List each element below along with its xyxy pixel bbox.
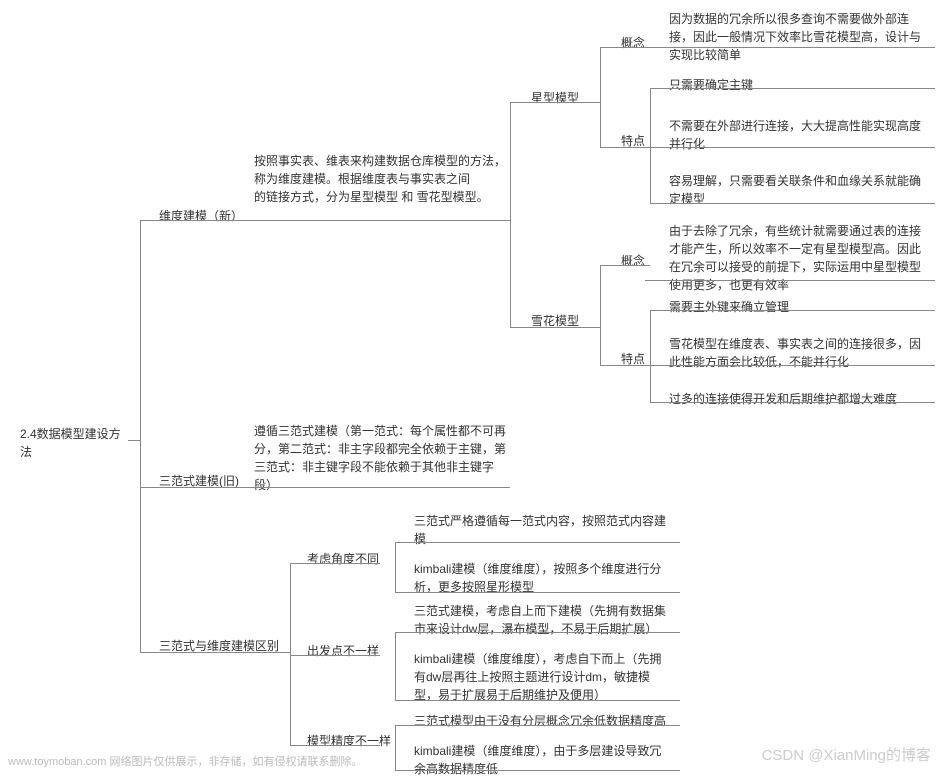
conn-snow-concept-h2 xyxy=(645,280,935,281)
star-label: 星型模型 xyxy=(527,87,583,109)
conn-star-under xyxy=(580,102,600,103)
conn-snow-h xyxy=(510,327,580,328)
conn-diffb1-h xyxy=(395,632,680,633)
conn-diff-v xyxy=(290,563,291,745)
conn-star-feat-v xyxy=(650,88,651,203)
diff-a-label: 考虑角度不同 xyxy=(303,548,383,570)
star-concept-text: 因为数据的冗余所以很多查询不需要做外部连 接，因此一般情况下效率比雪花模型高，设… xyxy=(665,8,935,66)
star-feat3: 容易理解，只需要看关联条件和血缘关系就能确 定模型 xyxy=(665,170,935,210)
conn-root-h xyxy=(128,440,140,441)
conn-snow-feat3-h xyxy=(650,402,935,403)
diff-c2: kimbali建模（维度维度），由于多层建设导致冗 余高数据精度低 xyxy=(410,740,690,780)
snow-feat2: 雪花模型在维度表、事实表之间的连接很多，因 此性能方面会比较低，不能并行化 xyxy=(665,333,935,373)
conn-diff-c-h xyxy=(290,745,380,746)
conn-snow-feat1-h xyxy=(650,310,935,311)
conn-diffb2-h xyxy=(395,700,680,701)
star-feat-label: 特点 xyxy=(617,130,649,152)
conn-root-v xyxy=(140,220,141,652)
branch-3nf: 三范式建模(旧) xyxy=(155,470,243,492)
conn-star-concept-h2 xyxy=(645,47,935,48)
conn-b1-under xyxy=(240,220,510,221)
watermark-left: www.toymoban.com 网络图片仅供展示，非存储，如有侵权请联系删除。 xyxy=(8,753,362,769)
conn-diffa-v xyxy=(395,542,396,592)
conn-star-feat-h xyxy=(600,147,650,148)
branch-diff: 三范式与维度建模区别 xyxy=(155,635,283,657)
conn-snow-v xyxy=(600,265,601,365)
conn-snow-feat2-h xyxy=(650,365,935,366)
conn-diffc1-h xyxy=(395,725,680,726)
diff-c1: 三范式模型由于没有分层概念冗余低数据精度高 xyxy=(410,710,680,732)
diff-c-label: 模型精度不一样 xyxy=(303,730,395,752)
conn-diff-b-h xyxy=(290,655,380,656)
diff-b1: 三范式建模，考虑自上而下建模（先拥有数据集 市来设计dw层，瀑布模型，不易于后期… xyxy=(410,600,680,640)
conn-diffb-v xyxy=(395,632,396,700)
conn-b3 xyxy=(140,652,290,653)
conn-b1 xyxy=(140,220,240,221)
star-feat1: 只需要确定主键 xyxy=(665,74,935,96)
snow-concept-label: 概念 xyxy=(617,250,649,272)
snow-feat1: 需要主外键来确立管理 xyxy=(665,296,935,318)
conn-star-feat1-h xyxy=(650,88,935,89)
conn-diffa1-h xyxy=(395,542,680,543)
diff-b-label: 出发点不一样 xyxy=(303,640,383,662)
conn-snow-under xyxy=(580,327,600,328)
conn-star-concept-h xyxy=(600,47,650,48)
conn-b2 xyxy=(140,487,510,488)
root-node: 2.4数据模型建设方法 xyxy=(16,423,136,463)
snow-concept-text: 由于去除了冗余，有些统计就需要通过表的连接 才能产生，所以效率不一定有星型模型高… xyxy=(665,220,935,296)
conn-snow-feat-h xyxy=(600,365,650,366)
conn-diff-a-h xyxy=(290,563,380,564)
watermark-right: CSDN @XianMing的博客 xyxy=(762,744,931,765)
diff-a1: 三范式严格遵循每一范式内容，按照范式内容建 模 xyxy=(410,510,680,550)
snow-feat3: 过多的连接使得开发和后期维护都增大难度 xyxy=(665,388,935,410)
conn-snow-feat-v xyxy=(650,310,651,402)
conn-diffc-v xyxy=(395,725,396,770)
conn-diffa2-h xyxy=(395,592,680,593)
snow-label: 雪花模型 xyxy=(527,310,583,332)
conn-star-v xyxy=(600,47,601,147)
snow-feat-label: 特点 xyxy=(617,348,649,370)
star-feat2: 不需要在外部进行连接，大大提高性能实现高度 并行化 xyxy=(665,115,935,155)
conn-snow-concept-h xyxy=(600,265,650,266)
conn-star-feat2-h xyxy=(650,147,935,148)
conn-b1-v xyxy=(510,102,511,327)
conn-star-feat3-h xyxy=(650,203,935,204)
branch-dimension-desc: 按照事实表、维表来构建数据仓库模型的方法， 称为维度建模。根据维度表与事实表之间… xyxy=(250,150,510,208)
conn-star-h xyxy=(510,102,580,103)
diff-b2: kimbali建模（维度维度），考虑自下而上（先拥 有dw层再往上按照主题进行设… xyxy=(410,648,680,706)
branch-3nf-desc: 遵循三范式建模（第一范式：每个属性都不可再 分，第二范式：非主字段都完全依赖于主… xyxy=(250,420,510,496)
branch-dimension: 维度建模（新） xyxy=(155,205,247,227)
star-concept-label: 概念 xyxy=(617,32,649,54)
conn-diffc2-h xyxy=(395,770,680,771)
